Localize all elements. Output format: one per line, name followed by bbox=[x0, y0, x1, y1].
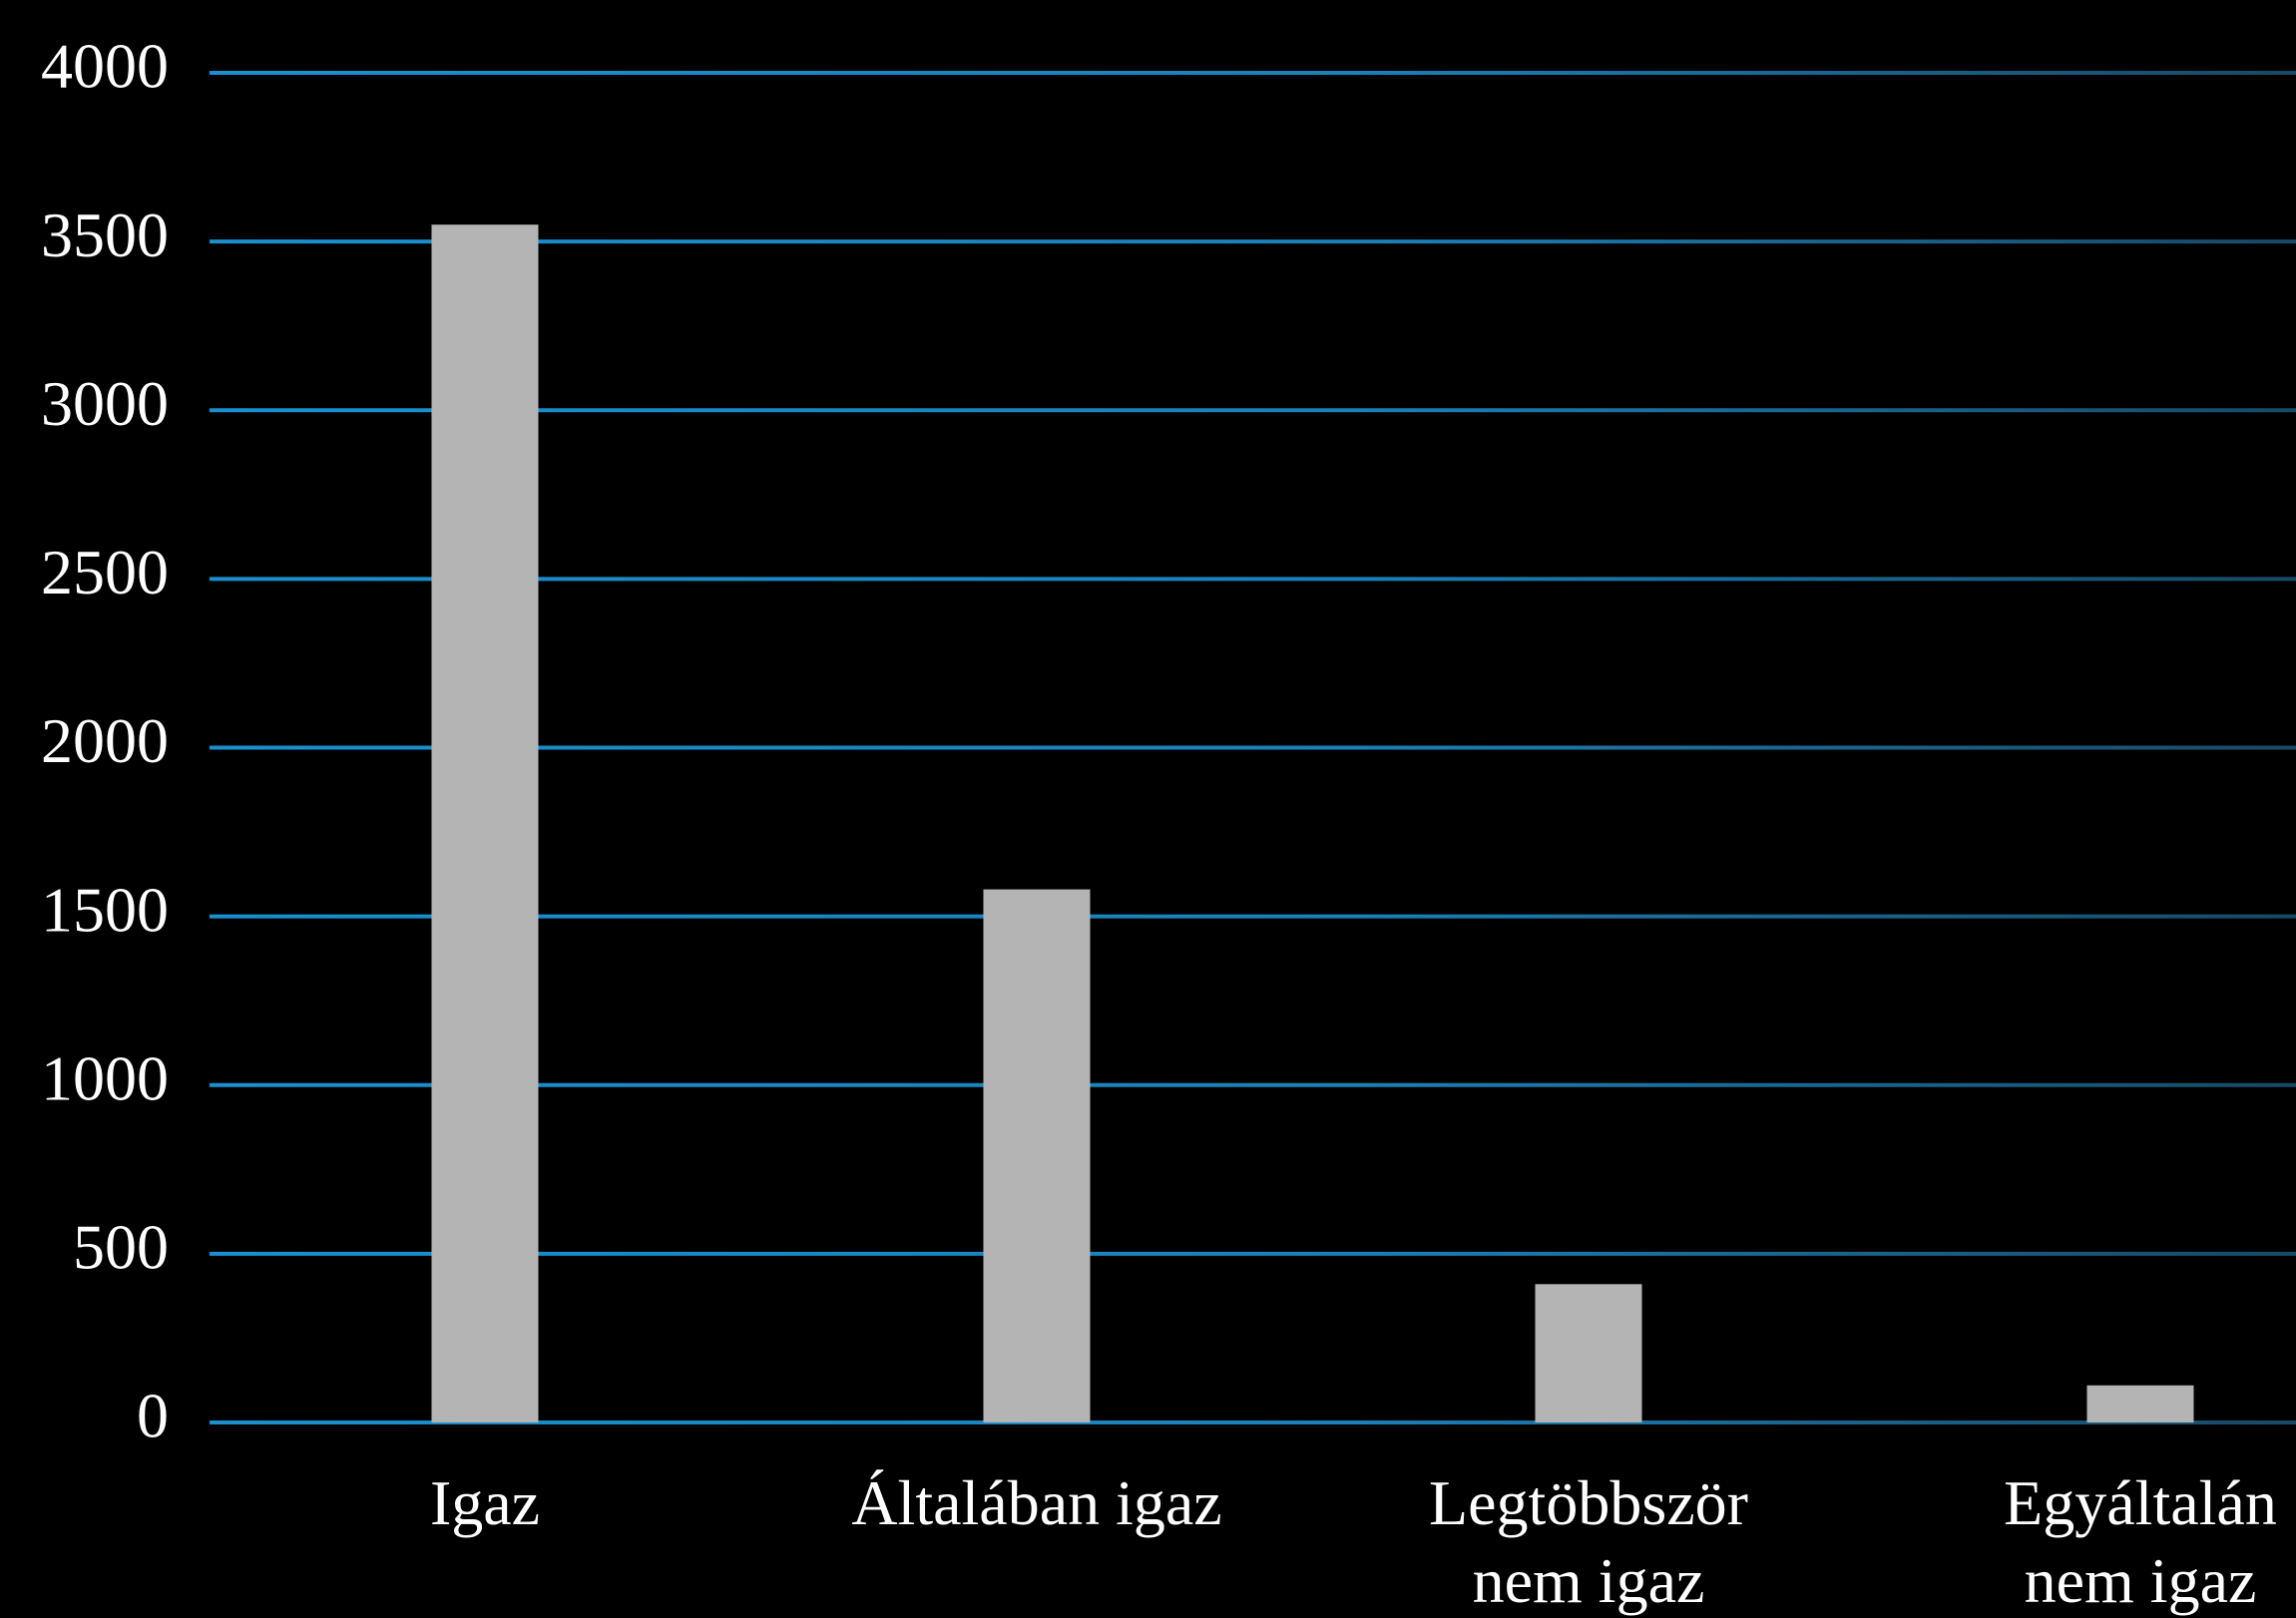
y-tick-label: 2500 bbox=[41, 537, 169, 607]
x-tick-label: Igaz bbox=[429, 1467, 541, 1538]
x-tick-label: Egyáltalán nem igaz bbox=[2004, 1467, 2277, 1616]
bar bbox=[431, 224, 539, 1422]
bar bbox=[983, 889, 1091, 1422]
y-tick-label: 2000 bbox=[41, 705, 169, 776]
x-tick-label: Általában igaz bbox=[851, 1467, 1222, 1538]
bar bbox=[2086, 1385, 2194, 1422]
bar bbox=[1535, 1284, 1642, 1422]
y-tick-label: 4000 bbox=[41, 31, 169, 102]
y-tick-label: 3000 bbox=[41, 368, 169, 439]
x-tick-label: Legtöbbször nem igaz bbox=[1429, 1467, 1748, 1616]
y-tick-label: 1000 bbox=[41, 1042, 169, 1113]
y-tick-label: 500 bbox=[73, 1212, 169, 1283]
y-tick-label: 3500 bbox=[41, 200, 169, 270]
y-tick-label: 0 bbox=[137, 1381, 169, 1451]
y-tick-label: 1500 bbox=[41, 874, 169, 945]
